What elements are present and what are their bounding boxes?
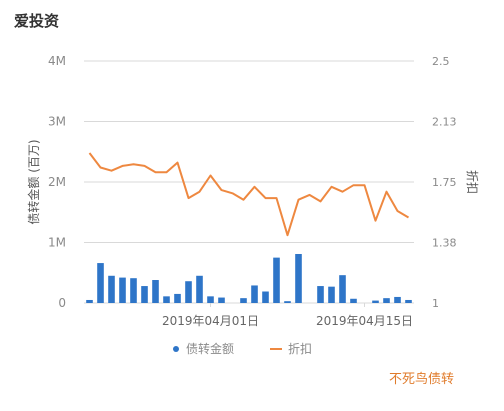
bar [383,298,390,303]
brand-title: 爱投资 [14,12,60,30]
bar [251,285,258,303]
bar [163,296,170,303]
legend-bar-swatch [173,346,179,352]
right-tick-label: 1.38 [432,237,457,250]
footer-watermark: 不死鸟债转 [388,372,454,387]
bar [328,286,335,303]
x-tick-label: 2019年04月15日 [316,314,413,328]
bar [240,298,247,303]
legend-bar-label: 债转金额 [186,341,234,356]
bar [284,301,291,303]
right-tick-label: 2.5 [432,55,450,68]
right-tick-label: 1.75 [432,176,457,189]
left-axis-title: 债转金额 (百万) [26,139,41,224]
bar [119,277,126,303]
bar [130,278,137,303]
bar [218,297,225,303]
bar [152,280,159,303]
left-tick-label: 2M [48,175,66,189]
bar [372,300,379,303]
left-tick-label: 4M [48,54,66,68]
bar [97,263,104,303]
right-tick-label: 1 [432,297,439,310]
bar [262,291,269,303]
bar [394,296,401,303]
left-tick-label: 0 [58,296,66,310]
discount-line [88,152,410,237]
bar [350,298,357,303]
bar [207,296,214,303]
bar [317,286,324,303]
bar [174,293,181,303]
bar [405,299,412,303]
x-tick-label: 2019年04月01日 [162,314,259,328]
right-axis-title: 折扣 [465,170,480,194]
bar [196,275,203,303]
bar [273,257,280,303]
bar [339,275,346,303]
right-tick-label: 2.13 [432,116,457,129]
bar [141,286,148,303]
bar [295,253,302,303]
legend-line-label: 折扣 [288,341,312,356]
left-tick-label: 1M [48,236,66,250]
bar [86,299,93,303]
left-tick-label: 3M [48,115,66,129]
bar [108,275,115,303]
bar [185,281,192,303]
